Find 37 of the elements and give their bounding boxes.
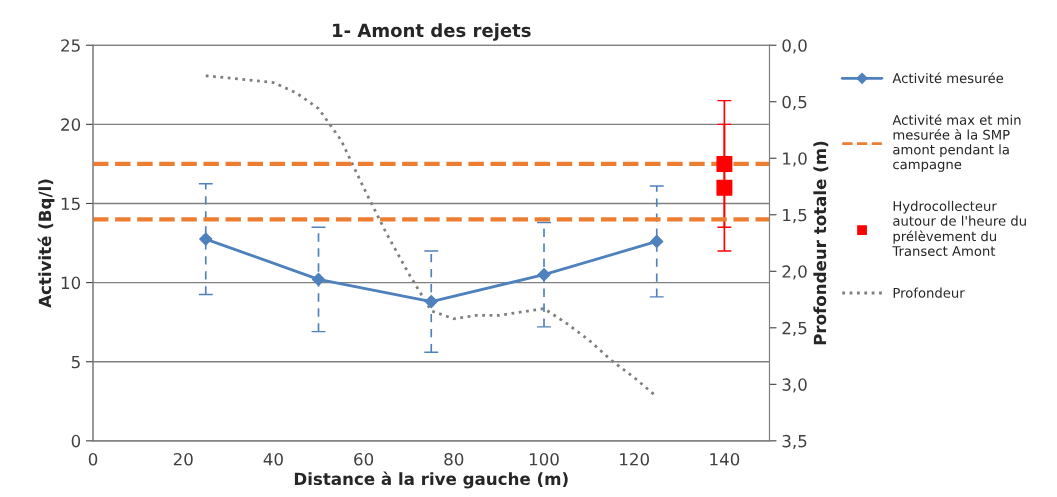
- point: [716, 155, 733, 172]
- y2-tick-label: 2,5: [782, 321, 807, 337]
- point: [716, 179, 733, 196]
- y-tick-label: 25: [61, 39, 80, 52]
- y-tick-label: 20: [61, 118, 81, 131]
- y2-axis-title: Profondeur totale (m): [813, 141, 829, 345]
- x-tick-label: 80: [444, 452, 464, 466]
- y2-tick-label: 1,5: [783, 208, 807, 224]
- legend-label: Profondeur: [893, 287, 965, 298]
- x-tick-label: 60: [354, 452, 374, 466]
- y2-tick-label: 0,0: [782, 39, 807, 54]
- y2-tick-label: 1,0: [783, 152, 807, 167]
- legend-label: Activité max et min mesurée à la SMP amont pendant la campagne: [892, 114, 1021, 172]
- y-tick-label: 10: [61, 276, 81, 290]
- legend-label: Hydrocollecteur autour de l'heure du prélèvement du Transect Amont: [892, 200, 1026, 257]
- x-tick-label: 140: [710, 452, 740, 466]
- x-tick-label: 20: [173, 452, 193, 466]
- x-axis-title: Distance à la rive gauche (m): [294, 471, 568, 489]
- point: [424, 294, 438, 309]
- x-tick-label: 40: [263, 452, 283, 466]
- y2-tick-label: 3,0: [782, 378, 807, 393]
- x-tick-label: 100: [529, 452, 559, 466]
- y-tick-label: 5: [71, 355, 80, 369]
- point: [199, 232, 213, 246]
- y-axis-title: Activité (Bq/l): [37, 179, 55, 308]
- y-tick-label: 15: [61, 197, 80, 211]
- legend-label: Activité mesurée: [892, 72, 1004, 84]
- point: [537, 268, 551, 282]
- y2-tick-label: 2,0: [782, 265, 807, 280]
- y2-tick-label: 0,5: [782, 95, 807, 111]
- chart-title: 1- Amont des rejets: [333, 23, 531, 41]
- x-tick-label: 120: [620, 452, 649, 466]
- x-tick-label: 0: [88, 452, 98, 466]
- y2-tick-label: 3,5: [782, 434, 807, 450]
- y-tick-label: 0: [71, 434, 81, 448]
- point: [311, 272, 326, 287]
- point: [650, 234, 664, 249]
